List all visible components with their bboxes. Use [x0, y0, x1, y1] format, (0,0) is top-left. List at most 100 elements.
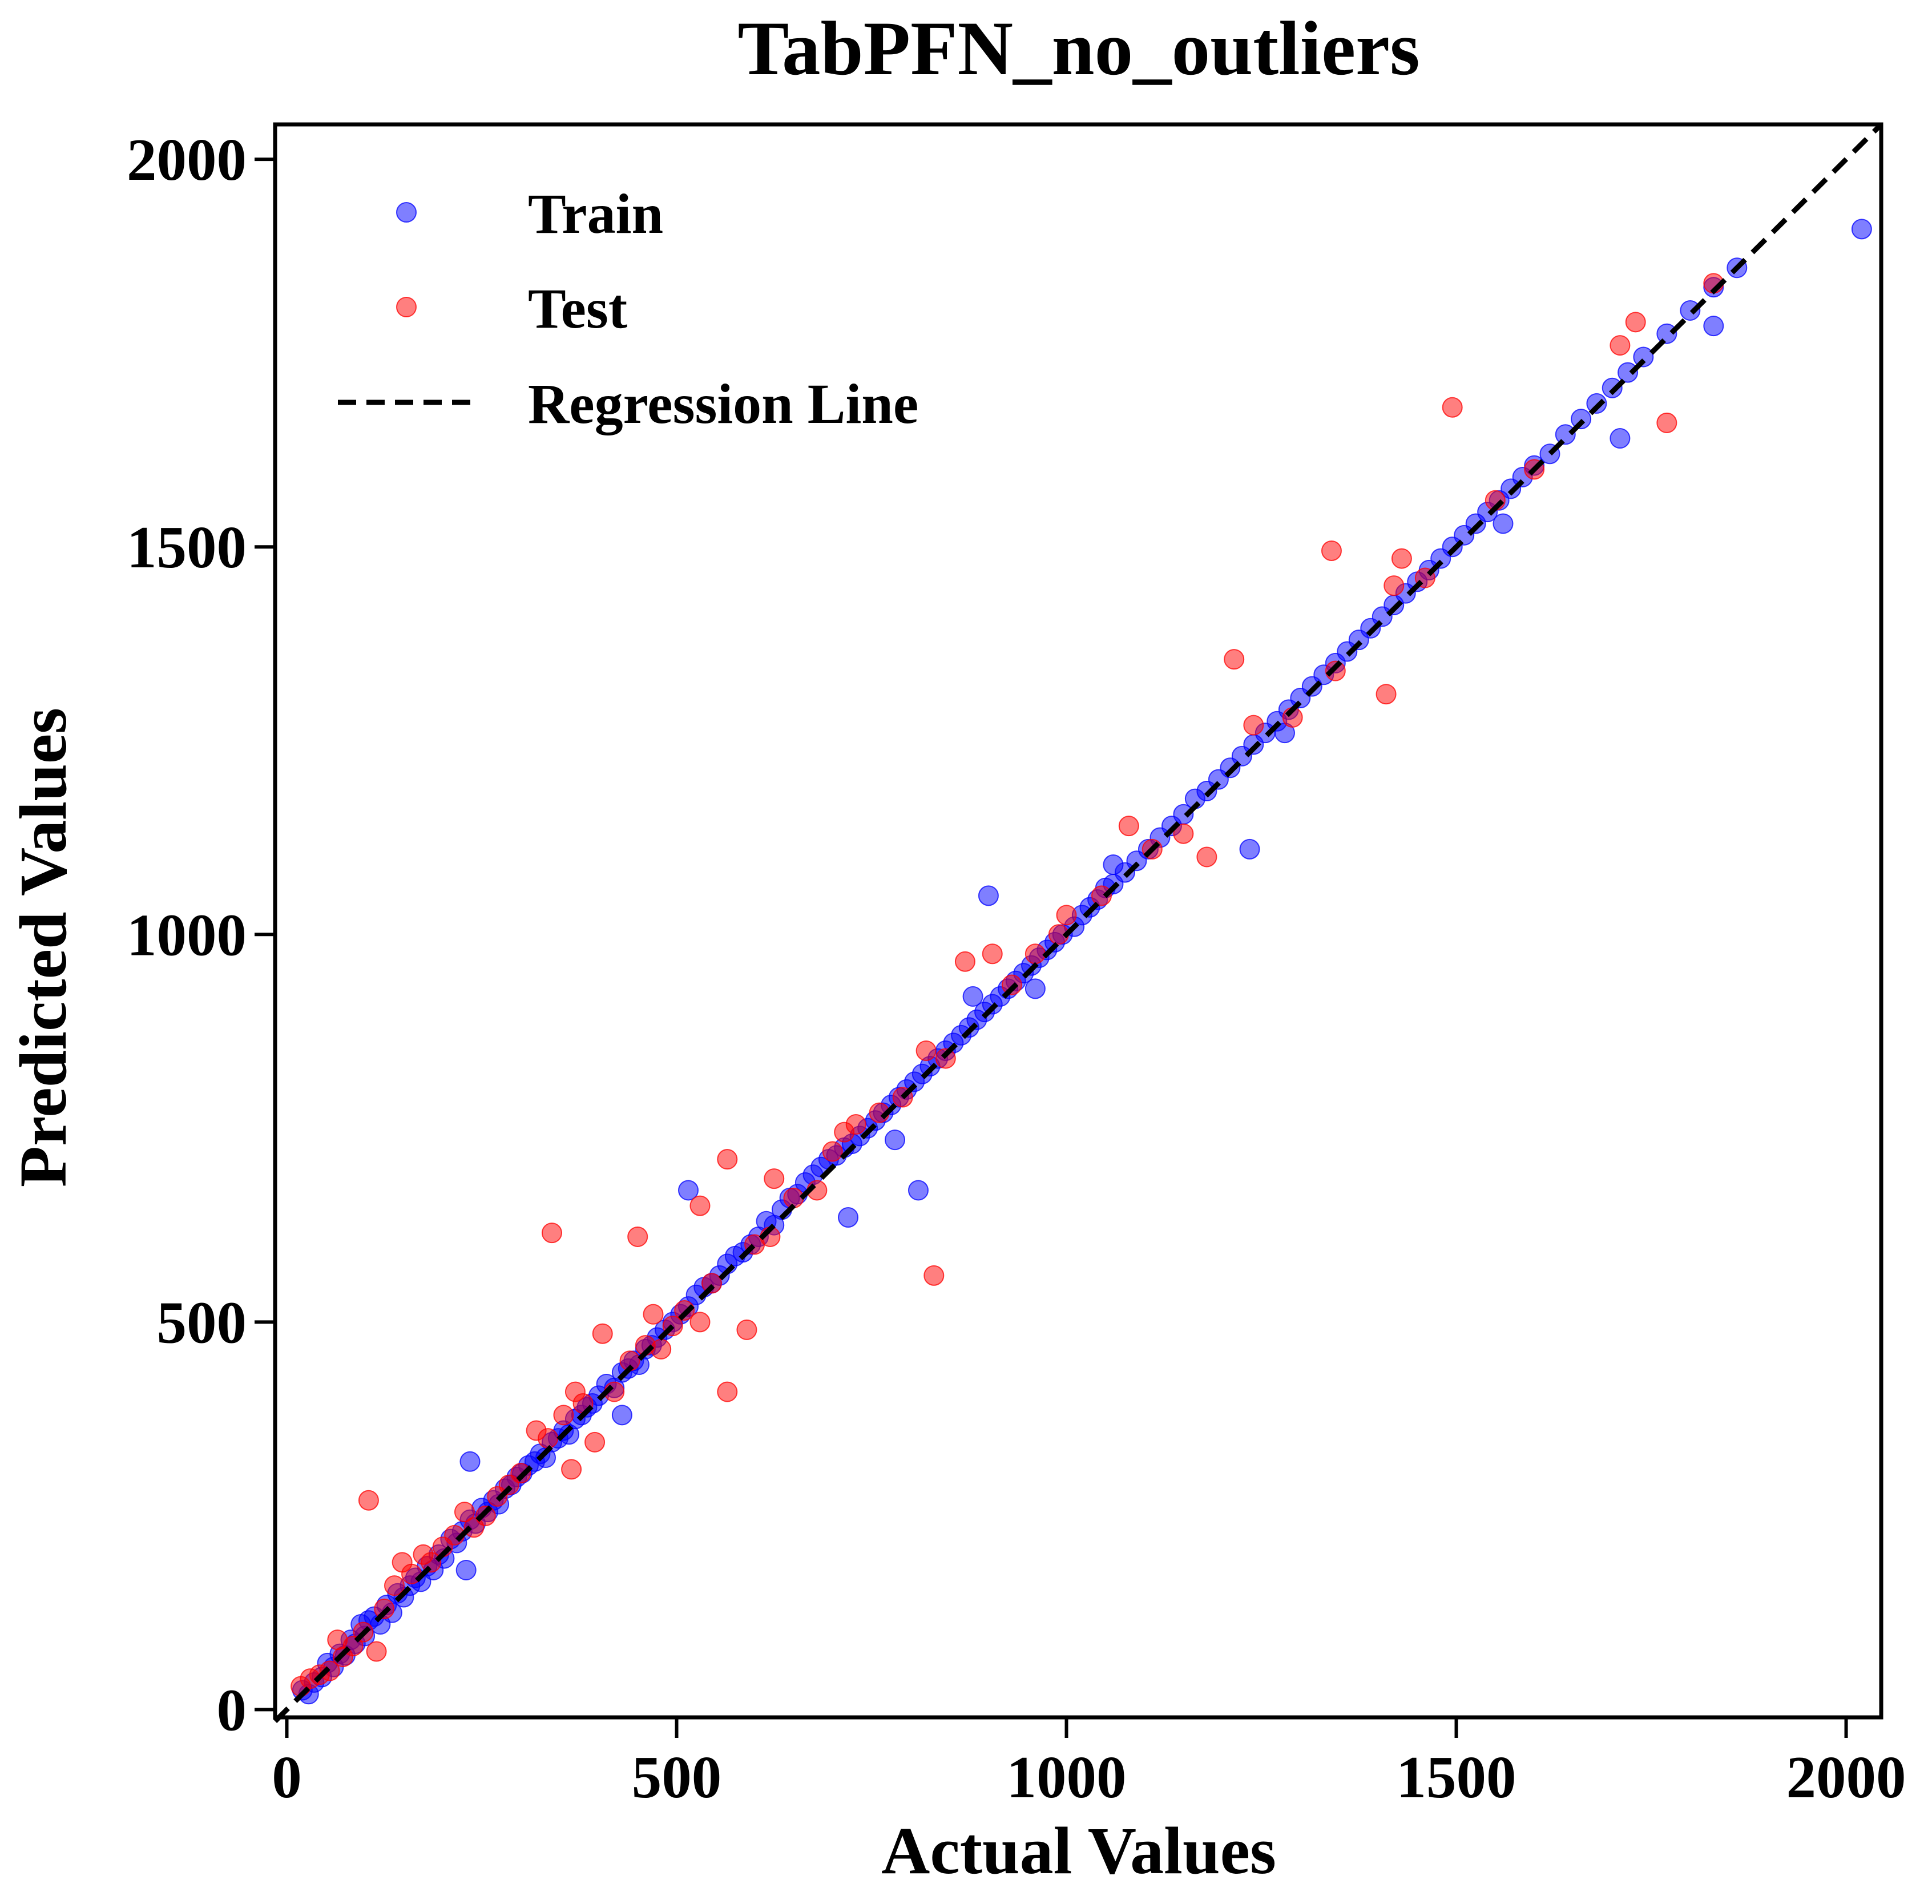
legend: Train Test Regression Line [338, 182, 918, 435]
test-point-44 [717, 1381, 738, 1402]
test-point-52 [822, 1141, 843, 1162]
test-point-85 [1656, 412, 1677, 433]
test-point-76 [1376, 684, 1397, 705]
test-point-58 [923, 1265, 945, 1286]
train-point-177 [884, 1130, 905, 1151]
test-point-40 [674, 1300, 695, 1321]
train-point-164 [1680, 300, 1701, 321]
test-point-43 [701, 1273, 722, 1294]
y-axis-label: Predicted Values [6, 708, 80, 1187]
test-point-27 [553, 1405, 574, 1426]
test-point-35 [627, 1226, 648, 1247]
test-point-70 [1196, 846, 1217, 868]
test-point-11 [384, 1575, 405, 1596]
test-point-26 [541, 1223, 562, 1244]
train-point-160 [1602, 377, 1623, 398]
train-point-158 [1571, 409, 1592, 430]
y-tick-label-1500: 1500 [127, 514, 247, 580]
legend-label-train: Train [528, 182, 663, 245]
regression-line-layer [273, 122, 1883, 1723]
test-point-20 [475, 1505, 496, 1526]
test-point-65 [1056, 905, 1077, 926]
test-point-71 [1224, 649, 1245, 670]
legend-label-test: Test [528, 277, 627, 340]
train-point-157 [1555, 424, 1576, 445]
test-point-80 [1442, 397, 1463, 418]
train-point-173 [978, 885, 999, 906]
test-point-46 [736, 1319, 757, 1340]
test-point-50 [783, 1188, 804, 1209]
test-point-42 [689, 1195, 711, 1216]
test-point-45 [717, 1149, 738, 1170]
test-point-69 [1173, 823, 1194, 844]
train-point-29 [455, 1559, 477, 1580]
test-point-61 [982, 943, 1003, 965]
test-point-8 [358, 1490, 379, 1511]
test-point-32 [592, 1323, 613, 1344]
y-tick-label-1000: 1000 [127, 901, 247, 968]
train-point-159 [1586, 393, 1607, 414]
test-point-59 [935, 1048, 956, 1069]
test-point-9 [366, 1641, 387, 1662]
train-point-180 [1103, 854, 1124, 876]
y-axis-ticks: 0 500 1000 1500 2000 [127, 126, 275, 1743]
test-point-72 [1243, 715, 1264, 736]
test-point-74 [1321, 540, 1342, 561]
train-point-182 [1493, 513, 1514, 534]
x-axis-ticks: 0 500 1000 1500 2000 [272, 1717, 1906, 1810]
test-point-78 [1391, 548, 1412, 569]
train-point-172 [907, 1180, 929, 1201]
plot-frame [273, 122, 1883, 1720]
test-point-54 [845, 1114, 866, 1135]
test-point-57 [915, 1040, 937, 1061]
test-point-63 [1025, 943, 1046, 965]
y-tick-label-0: 0 [217, 1676, 247, 1743]
points-layer [291, 219, 1872, 1705]
chart-title: TabPFN_no_outliers [737, 6, 1419, 91]
test-point-23 [510, 1463, 531, 1484]
train-point-163 [1656, 323, 1677, 344]
test-point-37 [643, 1304, 664, 1325]
test-point-66 [1091, 885, 1112, 906]
legend-marker-test [396, 297, 417, 317]
test-point-10 [374, 1598, 395, 1619]
test-point-77 [1384, 575, 1405, 596]
test-point-62 [1001, 974, 1022, 995]
test-point-75 [1325, 660, 1346, 681]
train-point-169 [677, 1180, 699, 1201]
train-point-176 [1703, 316, 1724, 337]
test-point-25 [538, 1428, 559, 1449]
x-tick-label-1500: 1500 [1397, 1744, 1516, 1810]
test-point-38 [651, 1338, 672, 1360]
train-point-170 [611, 1405, 632, 1426]
test-point-41 [689, 1312, 711, 1333]
train-point-174 [1239, 838, 1260, 860]
legend-marker-train [396, 202, 417, 223]
test-point-28 [561, 1459, 582, 1480]
train-point-167 [1851, 219, 1872, 240]
train-point-178 [962, 986, 983, 1007]
test-point-49 [764, 1168, 785, 1189]
test-point-67 [1118, 816, 1139, 837]
x-tick-label-500: 500 [632, 1744, 722, 1810]
train-point-162 [1633, 346, 1654, 368]
test-point-3 [319, 1660, 340, 1681]
train-point-168 [459, 1451, 481, 1472]
test-point-83 [1610, 335, 1631, 356]
train-point-161 [1618, 362, 1639, 383]
test-point-15 [421, 1552, 442, 1573]
train-point-175 [1610, 428, 1631, 449]
regression-line [273, 122, 1883, 1723]
x-tick-label-2000: 2000 [1786, 1744, 1906, 1810]
y-tick-label-2000: 2000 [127, 126, 247, 193]
test-point-31 [584, 1431, 606, 1453]
test-point-84 [1625, 312, 1646, 333]
train-point-179 [1025, 978, 1046, 999]
x-tick-label-0: 0 [272, 1744, 302, 1810]
x-tick-label-1000: 1000 [1007, 1744, 1127, 1810]
test-point-60 [954, 951, 975, 972]
train-point-171 [838, 1207, 859, 1228]
legend-label-regression-line: Regression Line [528, 372, 918, 435]
